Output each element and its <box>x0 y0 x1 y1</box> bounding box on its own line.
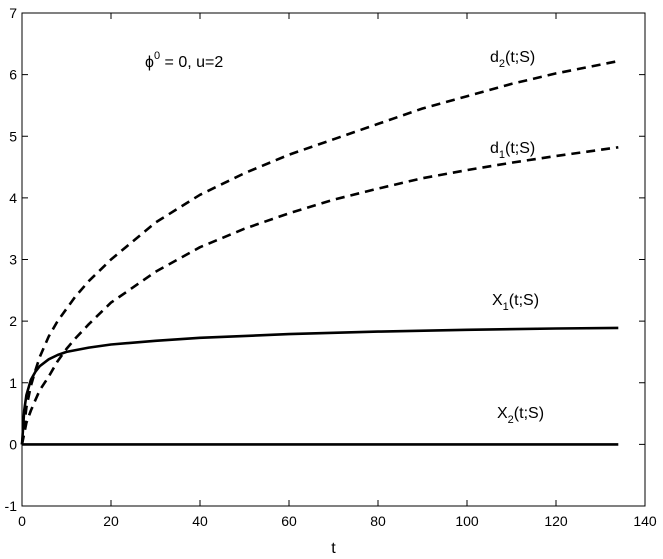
series-label-main: d <box>490 49 499 66</box>
y-tick-label: 3 <box>9 252 17 268</box>
series-label-subscript: 1 <box>503 301 509 313</box>
series-label-rest: (t;S) <box>505 140 535 157</box>
y-tick-label: 7 <box>9 5 17 21</box>
series-label-main: X <box>492 292 503 309</box>
phi-symbol: ϕ <box>145 54 154 71</box>
x-tick-label: 0 <box>18 513 26 529</box>
x-tick-label: 60 <box>281 513 297 529</box>
series-label: d2(t;S) <box>490 49 535 70</box>
y-tick-label: 5 <box>9 128 17 144</box>
series-label: d1(t;S) <box>490 140 535 161</box>
y-tick-label: 2 <box>9 313 17 329</box>
series-line-x1 <box>20 326 619 445</box>
y-tick-label: 4 <box>9 190 17 206</box>
x-tick-label: 120 <box>544 513 568 529</box>
series-label-rest: (t;S) <box>509 292 539 309</box>
series-label: X1(t;S) <box>492 292 539 313</box>
series-labels: d2(t;S)d1(t;S)X1(t;S)X2(t;S) <box>490 49 544 426</box>
phi-annotation: ϕ0 = 0, u=2 <box>145 50 223 71</box>
series-label-main: d <box>490 140 499 157</box>
y-tick-label: 0 <box>9 436 17 452</box>
series-layer <box>20 59 619 446</box>
series-label-subscript: 2 <box>508 414 514 426</box>
series-label: X2(t;S) <box>497 405 544 426</box>
series-label-subscript: 2 <box>499 58 505 70</box>
x-tick-label: 100 <box>455 513 479 529</box>
x-axis-label: t <box>331 540 336 557</box>
series-label-rest: (t;S) <box>505 49 535 66</box>
x-tick-label: 20 <box>103 513 119 529</box>
y-tick-label: 6 <box>9 67 17 83</box>
series-label-rest: (t;S) <box>514 405 544 422</box>
series-line-d2 <box>20 59 619 445</box>
plot-frame <box>21 12 646 507</box>
x-tick-label: 40 <box>192 513 208 529</box>
y-tick-label: 1 <box>9 375 17 391</box>
plot-area <box>21 12 646 507</box>
x-tick-label: 140 <box>633 513 657 529</box>
y-tick-label: -1 <box>5 498 18 514</box>
series-line-d1 <box>20 146 619 445</box>
x-tick-label: 80 <box>370 513 386 529</box>
series-label-subscript: 1 <box>499 149 505 161</box>
phi-superscript: 0 <box>154 50 160 62</box>
series-label-main: X <box>497 405 508 422</box>
phi-rest: = 0, u=2 <box>160 54 223 71</box>
